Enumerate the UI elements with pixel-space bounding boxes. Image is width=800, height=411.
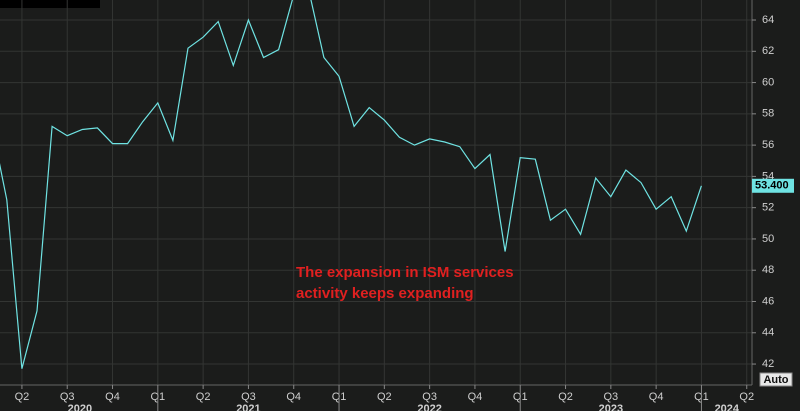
year-label: 2021 [236,403,260,411]
y-tick-label: 64 [762,14,774,26]
y-tick-label: 62 [762,45,774,57]
last-value-label: 53.400 [755,180,789,192]
year-label: 2024 [715,403,740,411]
x-tick-label: Q3 [603,391,618,403]
y-tick-label: 56 [762,139,774,151]
y-tick-label: 48 [762,264,774,276]
x-tick-label: Q4 [649,391,664,403]
y-tick-label: 58 [762,108,774,120]
y-tick-label: 46 [762,295,774,307]
last-value-box [752,178,794,193]
x-tick-label: Q2 [196,391,211,403]
x-tick-label: Q2 [739,391,754,403]
y-tick-label: 44 [762,327,774,339]
annotation: activity keeps expanding [296,285,474,302]
x-tick-label: Q2 [15,391,30,403]
x-tick-label: Q3 [241,391,256,403]
button-box[interactable] [759,372,793,387]
year-label: 2022 [417,403,441,411]
x-tick-label: Q2 [377,391,392,403]
y-tick-label: 50 [762,233,774,245]
annotation: The expansion in ISM services [296,264,514,281]
year-label: 2023 [599,403,623,411]
data-line [0,0,702,369]
x-tick-label: Q4 [286,391,301,403]
y-tick-label: 42 [762,358,774,370]
grid [0,0,752,385]
x-tick-label: Q2 [558,391,573,403]
button-label[interactable]: Auto [763,374,788,386]
x-tick-label: Q4 [105,391,120,403]
year-label: 2020 [68,403,92,411]
auto-button[interactable]: Auto [759,372,793,387]
overlay-box [0,0,100,8]
x-tick-label: Q3 [60,391,75,403]
y-tick-label: 52 [762,202,774,214]
plot-area [0,0,702,369]
y-tick-label: 60 [762,76,774,88]
x-tick-label: Q3 [422,391,437,403]
x-tick-label: Q4 [468,391,483,403]
